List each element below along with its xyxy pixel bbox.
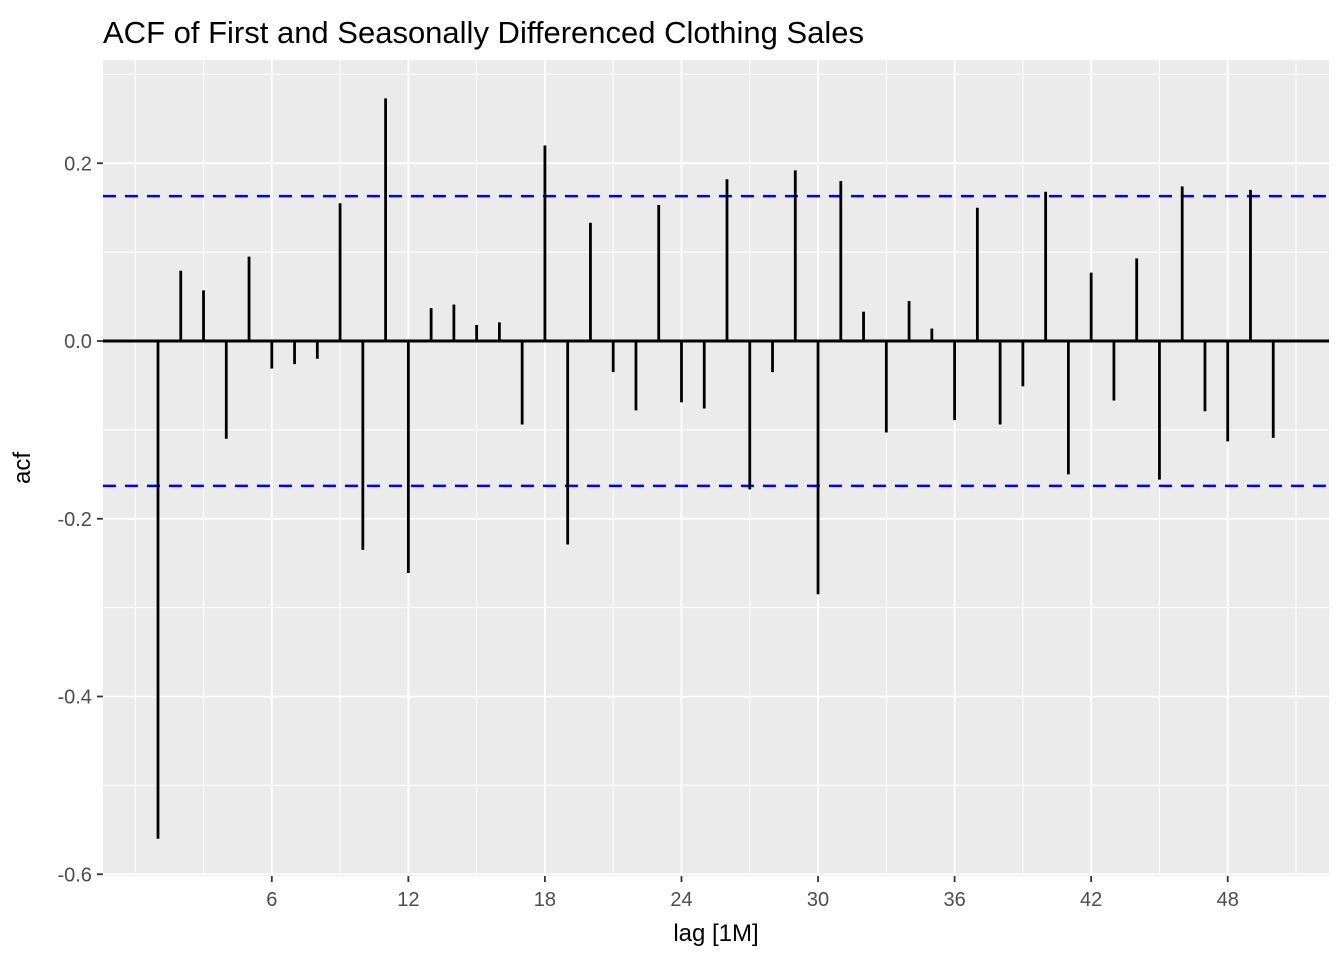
x-tick-label: 6 [266, 889, 277, 911]
y-axis-title: acf [9, 452, 36, 484]
y-tick-label: -0.2 [57, 509, 91, 531]
x-tick-label: 18 [534, 889, 556, 911]
x-tick-label: 36 [943, 889, 965, 911]
y-tick-label: 0.0 [64, 331, 92, 353]
y-tick-label: -0.6 [57, 864, 91, 886]
chart-plot-area: 6 12 18 24 30 36 42 48 0.2 0.0 -0.2 -0.4 -0.6 [57, 60, 1330, 911]
x-tick-label: 42 [1080, 889, 1102, 911]
x-tick-label: 30 [807, 889, 829, 911]
y-tick-label: -0.4 [57, 687, 91, 709]
y-tick-label: 0.2 [64, 153, 92, 175]
x-tick-label: 24 [670, 889, 692, 911]
panel-background [102, 60, 1330, 877]
x-tick-label: 48 [1217, 889, 1239, 911]
chart-title: ACF of First and Seasonally Differenced … [103, 15, 864, 50]
x-tick-label: 12 [397, 889, 419, 911]
x-axis-title: lag [1M] [673, 920, 758, 947]
